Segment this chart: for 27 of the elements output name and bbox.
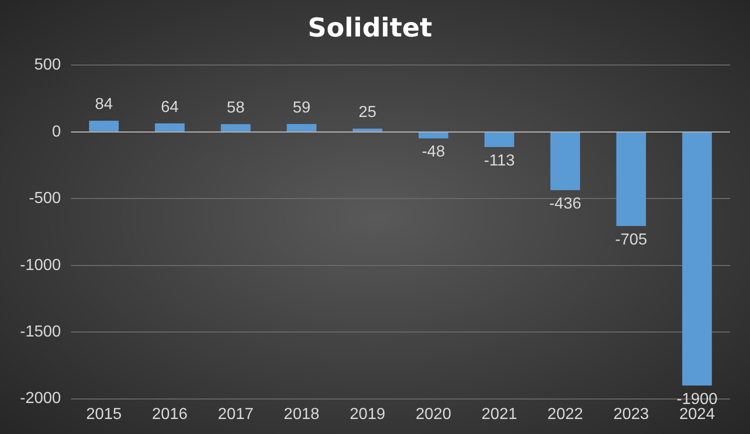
y-tick-label: -500 <box>28 190 62 208</box>
data-label: 59 <box>292 99 311 116</box>
x-tick-label: 2015 <box>86 406 122 423</box>
chart-title: Soliditet <box>308 13 432 44</box>
y-tick-label: -2000 <box>20 390 62 408</box>
data-label: 64 <box>160 98 179 116</box>
x-tick-label: 2019 <box>350 406 386 423</box>
x-tick-label: 2018 <box>284 406 320 423</box>
data-label: -48 <box>422 144 446 161</box>
data-label: -705 <box>615 231 648 248</box>
data-label: -1900 <box>676 390 718 408</box>
x-tick-label: 2016 <box>152 406 188 423</box>
y-tick-label: 500 <box>34 56 62 74</box>
data-label: 58 <box>226 100 245 117</box>
x-tick-label: 2022 <box>547 406 584 423</box>
data-label: 84 <box>94 96 113 114</box>
x-tick-label: 2017 <box>218 406 254 423</box>
data-label: -436 <box>549 196 582 213</box>
x-tick-label: 2020 <box>416 406 452 423</box>
y-tick-label: 0 <box>52 123 62 140</box>
y-tick-label: -1000 <box>20 256 62 274</box>
data-label: 25 <box>358 104 377 121</box>
y-tick-label: -1500 <box>20 323 62 340</box>
x-tick-label: 2021 <box>482 406 518 423</box>
x-tick-label: 2024 <box>679 406 715 423</box>
x-tick-label: 2023 <box>613 406 650 423</box>
data-label: -113 <box>484 152 515 170</box>
